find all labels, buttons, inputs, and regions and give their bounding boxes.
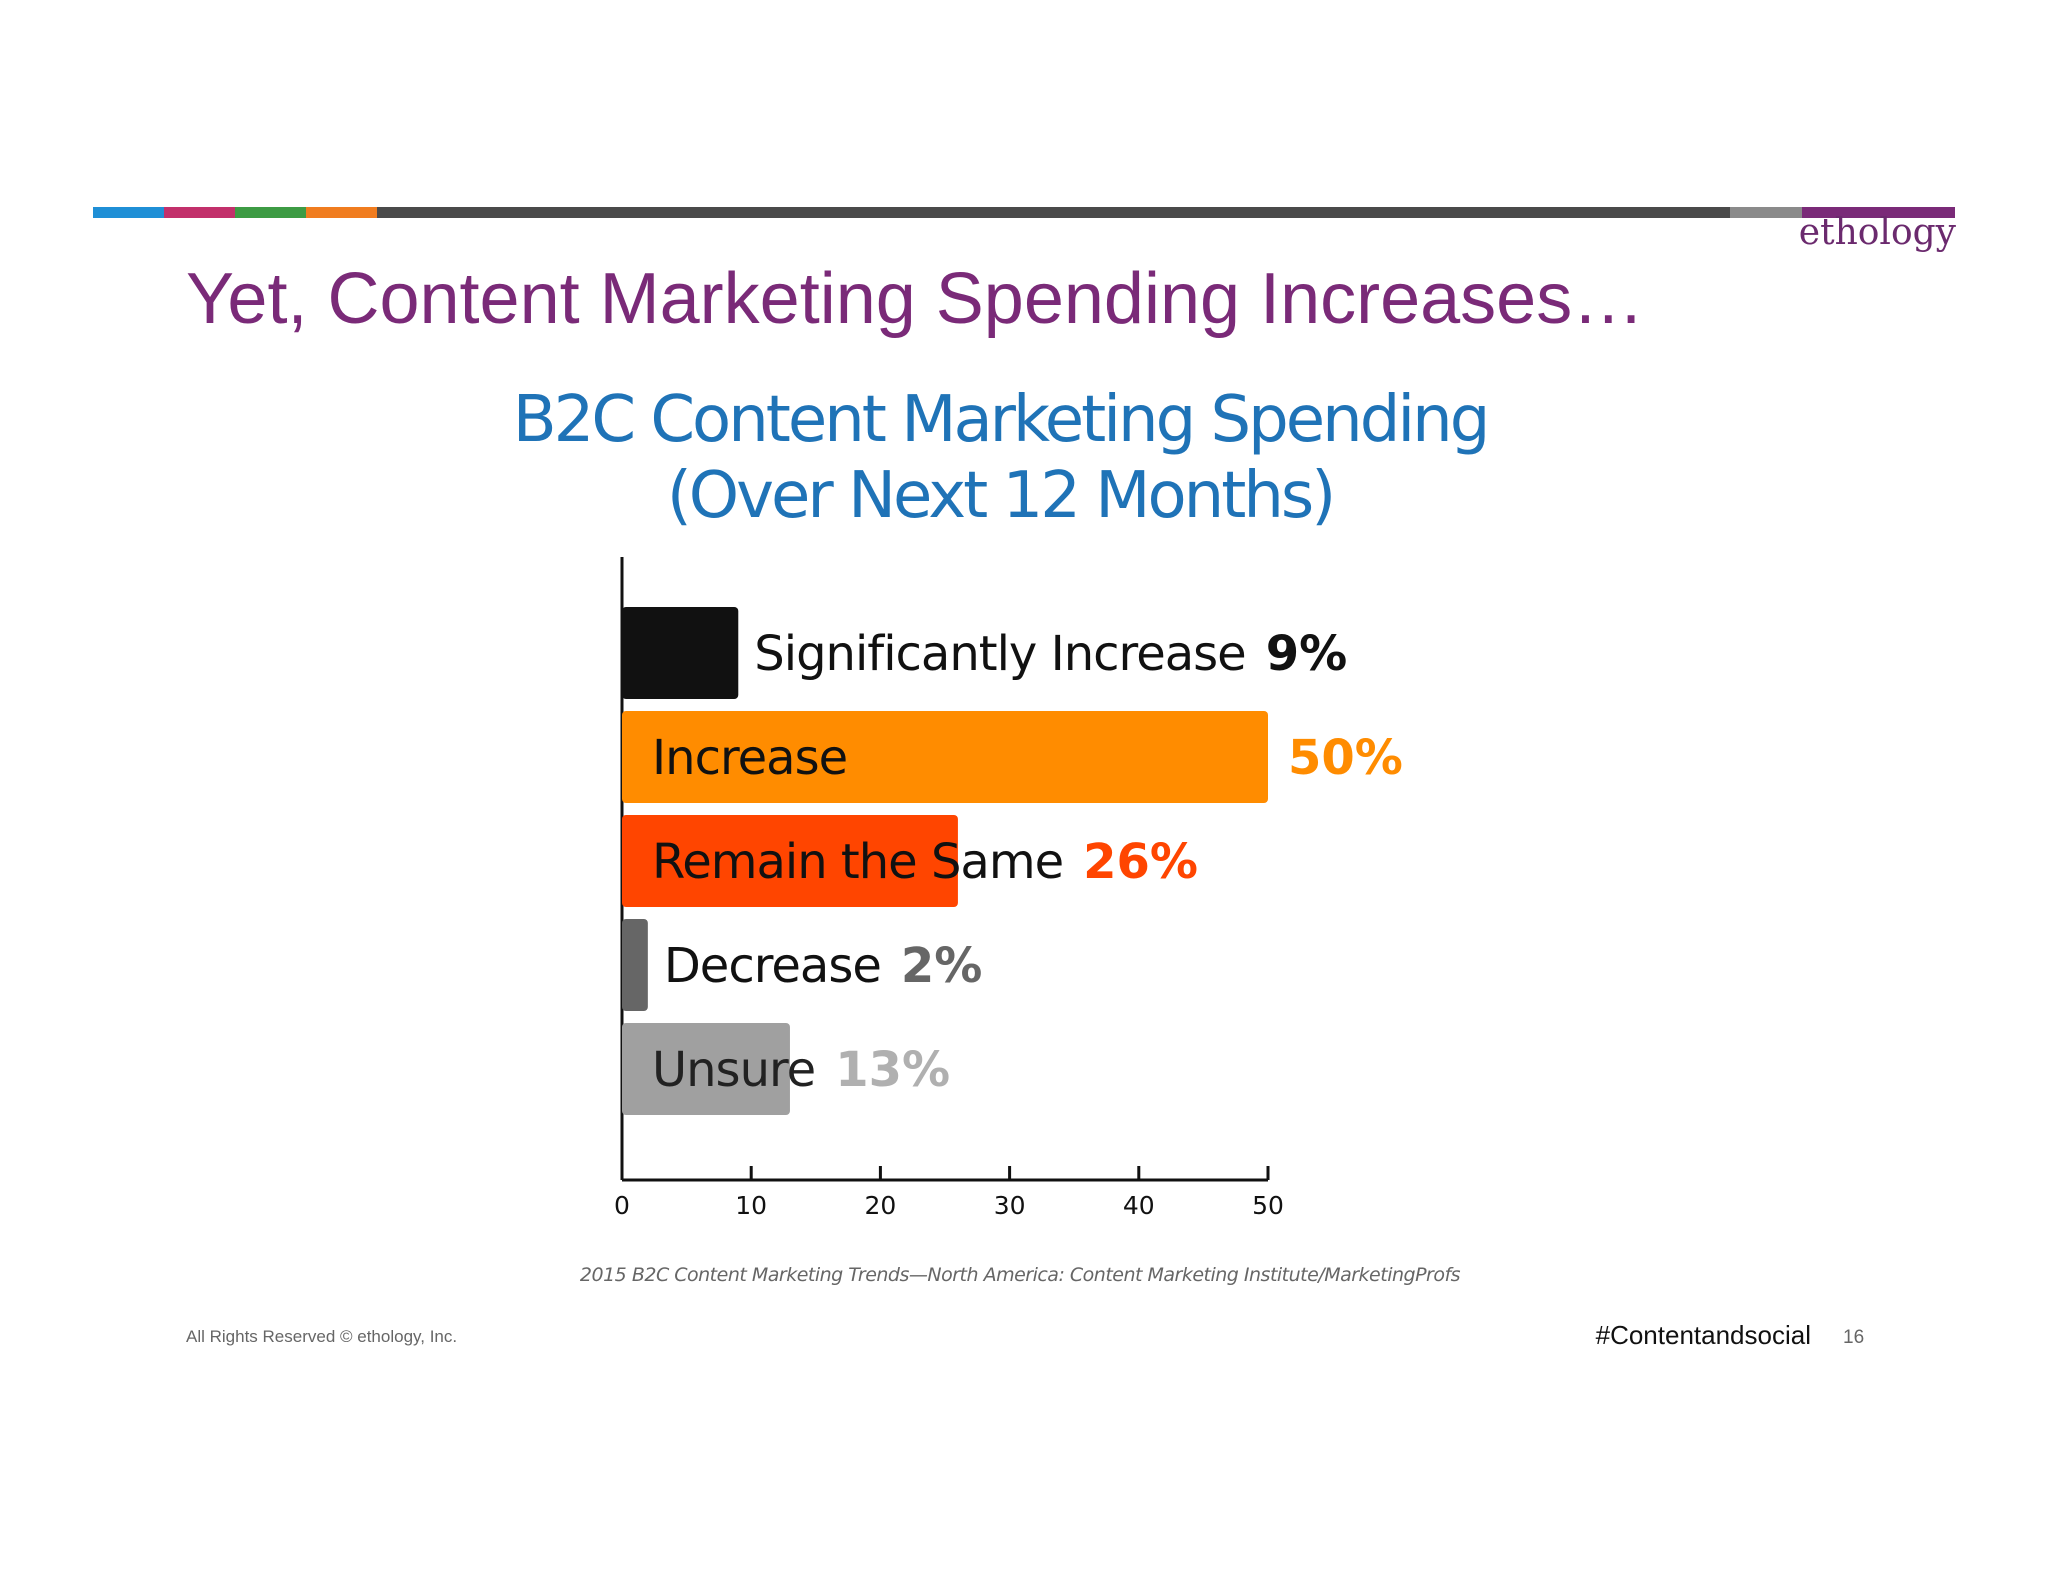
bar bbox=[622, 919, 648, 1011]
top-bar-segment bbox=[164, 207, 235, 218]
hashtag-text: #Contentandsocial bbox=[1595, 1320, 1811, 1350]
x-tick-label: 20 bbox=[864, 1191, 896, 1220]
top-bar-segment bbox=[1730, 207, 1802, 218]
x-tick-label: 50 bbox=[1252, 1191, 1284, 1220]
copyright-text: All Rights Reserved © ethology, Inc. bbox=[186, 1327, 458, 1346]
top-bar-segment bbox=[93, 207, 164, 218]
bar-value-label: 2% bbox=[901, 938, 983, 994]
x-tick-label: 10 bbox=[735, 1191, 767, 1220]
x-tick-label: 30 bbox=[994, 1191, 1026, 1220]
bar-category-label: Decrease bbox=[664, 938, 881, 994]
top-bar-segment bbox=[377, 207, 1730, 218]
page-number: 16 bbox=[1843, 1327, 1865, 1348]
x-tick-label: 40 bbox=[1123, 1191, 1155, 1220]
bar-value-label: 50% bbox=[1288, 730, 1403, 786]
bar bbox=[622, 711, 1268, 803]
top-bar-segment bbox=[306, 207, 377, 218]
chart-title: B2C Content Marketing Spending (Over Nex… bbox=[500, 382, 1500, 534]
top-bar-segment bbox=[1802, 207, 1955, 218]
top-color-bar bbox=[93, 207, 1955, 218]
bar-value-label: 9% bbox=[1266, 626, 1348, 682]
bar-value-label: 13% bbox=[835, 1042, 950, 1098]
chart-source: 2015 B2C Content Marketing Trends—North … bbox=[579, 1264, 1461, 1286]
chart-title-line-1: B2C Content Marketing Spending bbox=[512, 383, 1491, 457]
bar-category-label: Unsure bbox=[652, 1042, 815, 1098]
slide-title: Yet, Content Marketing Spending Increase… bbox=[186, 259, 1645, 339]
bar-value-label: 26% bbox=[1083, 834, 1198, 890]
bar bbox=[622, 607, 739, 699]
bar-category-label: Increase bbox=[652, 730, 847, 786]
ethology-logo: ethology bbox=[1798, 212, 1956, 253]
bar bbox=[622, 815, 958, 907]
chart-title-line-2: (Over Next 12 Months) bbox=[666, 459, 1336, 533]
top-bar-segment bbox=[235, 207, 306, 218]
bar-category-label: Remain the Same bbox=[652, 834, 1063, 890]
bar-category-label: Significantly Increase bbox=[754, 626, 1245, 682]
bar bbox=[622, 1023, 790, 1115]
x-tick-label: 0 bbox=[614, 1191, 630, 1220]
